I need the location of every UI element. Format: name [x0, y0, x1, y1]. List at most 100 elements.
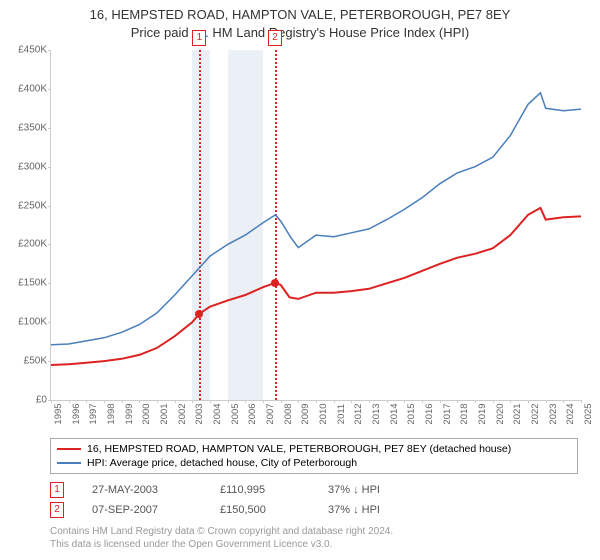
x-tick-label: 2001	[157, 403, 170, 424]
x-grid-mark	[51, 400, 52, 403]
x-grid-mark	[440, 400, 441, 403]
x-grid-mark	[493, 400, 494, 403]
legend-swatch-property	[57, 448, 81, 450]
plot-area: £0£50K£100K£150K£200K£250K£300K£350K£400…	[50, 50, 581, 401]
x-grid-mark	[387, 400, 388, 403]
sales-row-2: 2 07-SEP-2007 £150,500 37% ↓ HPI	[50, 500, 428, 520]
sales-price-1: £110,995	[220, 484, 300, 496]
x-grid-mark	[228, 400, 229, 403]
sales-date-1: 27-MAY-2003	[92, 484, 192, 496]
x-grid-mark	[563, 400, 564, 403]
x-tick-label: 2025	[581, 403, 594, 424]
sale-point	[195, 310, 203, 318]
x-tick-label: 2011	[334, 404, 347, 424]
legend-label-hpi: HPI: Average price, detached house, City…	[87, 457, 357, 469]
y-grid-mark	[48, 361, 51, 362]
series-hpi	[51, 93, 581, 345]
x-tick-label: 2009	[298, 403, 311, 424]
x-grid-mark	[369, 400, 370, 403]
legend-swatch-hpi	[57, 462, 81, 464]
x-grid-mark	[351, 400, 352, 403]
x-tick-label: 2000	[139, 403, 152, 424]
x-grid-mark	[546, 400, 547, 403]
y-tick-label: £400K	[18, 83, 51, 94]
x-tick-label: 2023	[546, 403, 559, 424]
title-line-2: Price paid vs. HM Land Registry's House …	[0, 24, 600, 42]
sale-marker-box: 1	[192, 30, 206, 46]
x-grid-mark	[192, 400, 193, 403]
sales-table: 1 27-MAY-2003 £110,995 37% ↓ HPI 2 07-SE…	[50, 480, 428, 520]
x-tick-label: 2004	[210, 403, 223, 424]
x-grid-mark	[475, 400, 476, 403]
x-tick-label: 2015	[404, 403, 417, 424]
y-tick-label: £100K	[18, 317, 51, 328]
y-grid-mark	[48, 128, 51, 129]
x-grid-mark	[139, 400, 140, 403]
x-grid-mark	[122, 400, 123, 403]
x-grid-mark	[104, 400, 105, 403]
x-grid-mark	[298, 400, 299, 403]
sale-marker-box: 2	[268, 30, 282, 46]
y-grid-mark	[48, 89, 51, 90]
x-tick-label: 2016	[422, 403, 435, 424]
x-grid-mark	[528, 400, 529, 403]
x-grid-mark	[510, 400, 511, 403]
legend-row-hpi: HPI: Average price, detached house, City…	[57, 456, 571, 470]
x-grid-mark	[157, 400, 158, 403]
legend-label-property: 16, HEMPSTED ROAD, HAMPTON VALE, PETERBO…	[87, 443, 511, 455]
footer-line-2: This data is licensed under the Open Gov…	[50, 538, 393, 551]
x-grid-mark	[263, 400, 264, 403]
sales-row-1: 1 27-MAY-2003 £110,995 37% ↓ HPI	[50, 480, 428, 500]
x-grid-mark	[281, 400, 282, 403]
y-tick-label: £50K	[24, 356, 51, 367]
x-tick-label: 2007	[263, 403, 276, 424]
y-tick-label: £200K	[18, 239, 51, 250]
y-grid-mark	[48, 244, 51, 245]
title-block: 16, HEMPSTED ROAD, HAMPTON VALE, PETERBO…	[0, 0, 600, 42]
y-grid-mark	[48, 167, 51, 168]
title-line-1: 16, HEMPSTED ROAD, HAMPTON VALE, PETERBO…	[0, 6, 600, 24]
sales-pct-2: 37% ↓ HPI	[328, 504, 428, 516]
x-grid-mark	[175, 400, 176, 403]
line-chart-svg	[51, 50, 581, 400]
x-tick-label: 1997	[86, 403, 99, 424]
x-tick-label: 2017	[440, 403, 453, 424]
y-grid-mark	[48, 283, 51, 284]
legend: 16, HEMPSTED ROAD, HAMPTON VALE, PETERBO…	[50, 438, 578, 474]
sales-pct-1: 37% ↓ HPI	[328, 484, 428, 496]
x-tick-label: 2020	[493, 403, 506, 424]
x-tick-label: 2021	[510, 403, 523, 424]
x-tick-label: 2008	[281, 403, 294, 424]
x-tick-label: 2003	[192, 403, 205, 424]
x-grid-mark	[422, 400, 423, 403]
y-tick-label: £350K	[18, 122, 51, 133]
x-tick-label: 2018	[457, 403, 470, 424]
x-tick-label: 1996	[69, 403, 82, 424]
sale-point	[271, 279, 279, 287]
x-tick-label: 2019	[475, 403, 488, 424]
x-grid-mark	[404, 400, 405, 403]
x-tick-label: 2013	[369, 403, 382, 424]
x-tick-label: 1999	[122, 403, 135, 424]
y-tick-label: £250K	[18, 200, 51, 211]
x-tick-label: 2006	[245, 403, 258, 424]
footer-line-1: Contains HM Land Registry data © Crown c…	[50, 525, 393, 538]
y-tick-label: £150K	[18, 278, 51, 289]
x-tick-label: 2022	[528, 403, 541, 424]
y-grid-mark	[48, 50, 51, 51]
x-tick-label: 1998	[104, 403, 117, 424]
x-grid-mark	[86, 400, 87, 403]
x-grid-mark	[316, 400, 317, 403]
x-tick-label: 2012	[351, 403, 364, 424]
y-grid-mark	[48, 322, 51, 323]
x-grid-mark	[457, 400, 458, 403]
x-grid-mark	[69, 400, 70, 403]
chart-container: 16, HEMPSTED ROAD, HAMPTON VALE, PETERBO…	[0, 0, 600, 560]
y-tick-label: £300K	[18, 161, 51, 172]
sales-marker-1: 1	[50, 482, 64, 498]
x-tick-label: 2005	[228, 403, 241, 424]
x-tick-label: 2024	[563, 403, 576, 424]
x-tick-label: 1995	[51, 403, 64, 424]
x-grid-mark	[334, 400, 335, 403]
sales-marker-2: 2	[50, 502, 64, 518]
